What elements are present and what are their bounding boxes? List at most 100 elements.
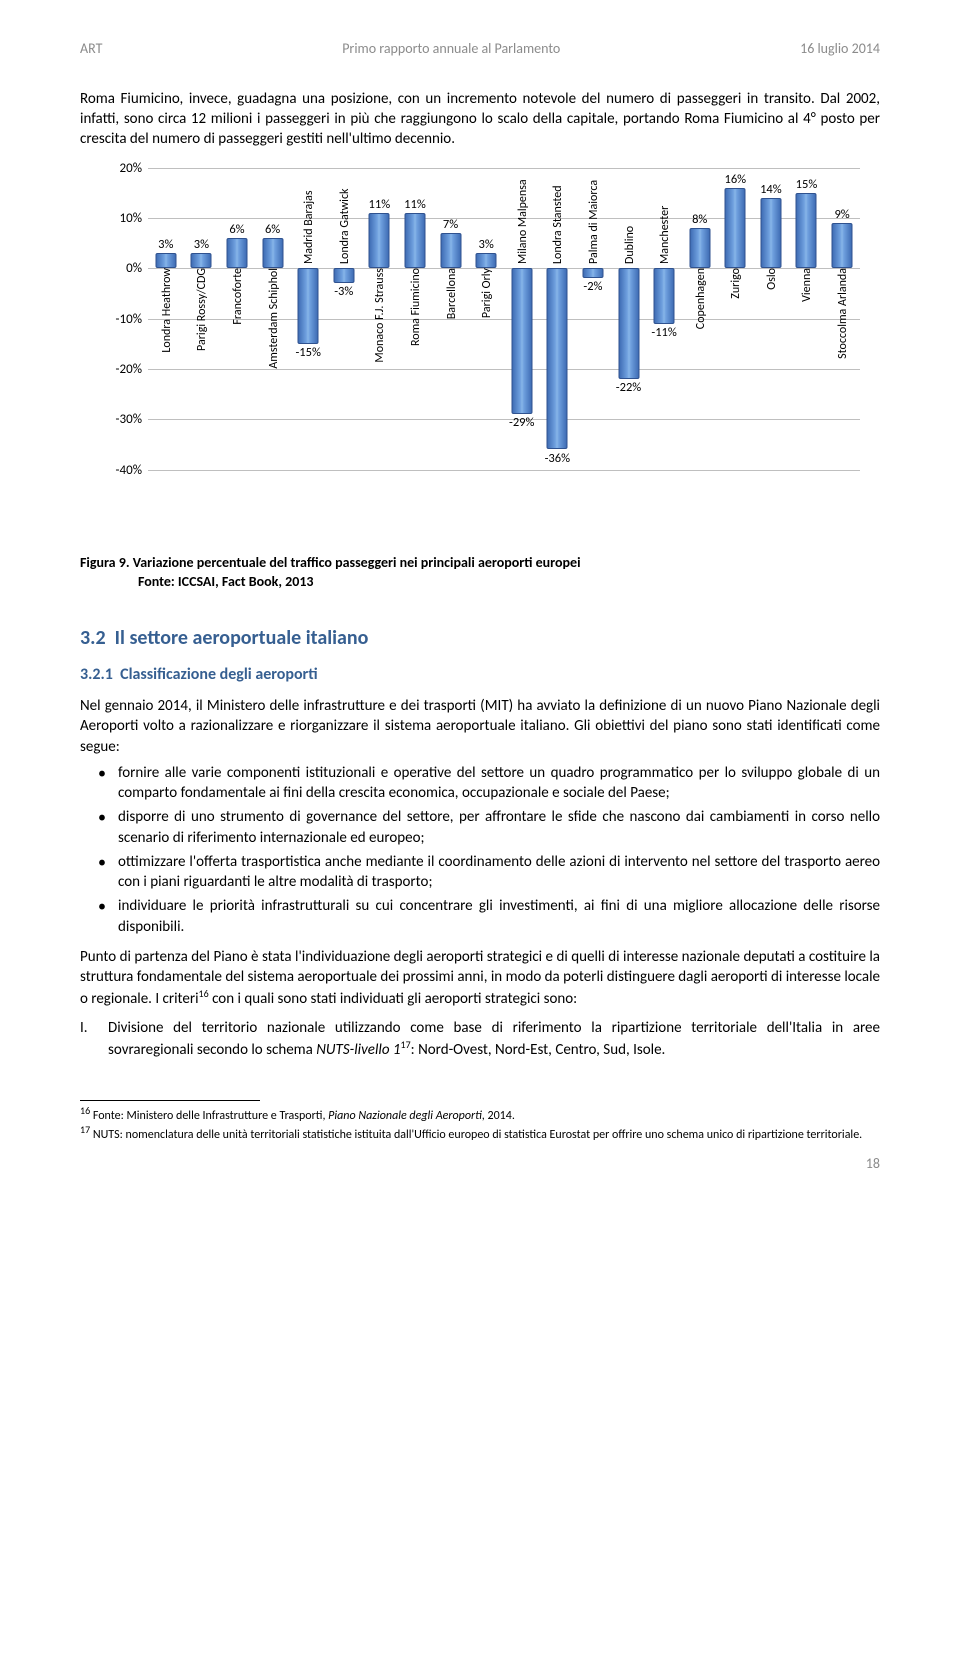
bar — [796, 193, 817, 269]
bar-slot: 9% Stoccolma Arlanda — [824, 168, 860, 470]
y-tick-label: 10% — [120, 210, 148, 228]
bar-value-label: 6% — [265, 222, 280, 239]
bar — [333, 268, 354, 283]
y-tick-label: 0% — [126, 261, 148, 279]
y-tick-label: -40% — [116, 462, 148, 480]
subsection-number: 3.2.1 — [80, 665, 113, 684]
footnote-separator — [80, 1100, 260, 1101]
objectives-list: fornire alle varie componenti istituzion… — [80, 763, 880, 937]
x-tick-label: Stoccolma Arlanda — [833, 268, 851, 359]
bar-value-label: 14% — [760, 182, 782, 199]
page-header: ART Primo rapporto annuale al Parlamento… — [80, 40, 880, 59]
bars-row: 3%Londra Heathrow3%Parigi Rossy/CDG6%Fra… — [148, 168, 860, 470]
bar — [369, 213, 390, 268]
objective-item: ottimizzare l'offerta trasportistica anc… — [106, 852, 880, 893]
bar-slot: 14% Oslo — [753, 168, 789, 470]
bar-slot: -29% Milano Malpensa — [504, 168, 540, 470]
x-tick-label: Barcellona — [441, 268, 459, 319]
gridline: -40% — [148, 470, 860, 471]
bar-slot: -36%Londra Stansted — [540, 168, 576, 470]
bar-value-label: -22% — [616, 380, 641, 397]
bar-value-label: 3% — [194, 237, 209, 254]
bar — [618, 268, 639, 379]
piano-paragraph: Punto di partenza del Piano è stata l'in… — [80, 947, 880, 1010]
x-tick-label: Parigi Rossy/CDG — [192, 268, 210, 351]
bar — [155, 253, 176, 268]
caption-title: Variazione percentuale del traffico pass… — [133, 554, 581, 571]
bar — [262, 238, 283, 268]
caption-prefix: Figura 9. — [80, 554, 133, 571]
bar-value-label: 9% — [834, 207, 849, 224]
bar-slot: 6%Amsterdam Schiphol — [255, 168, 291, 470]
bar-value-label: -29% — [509, 415, 534, 432]
bar-slot: 16%Zurigo — [718, 168, 754, 470]
bar — [547, 268, 568, 449]
y-tick-label: 20% — [120, 160, 148, 178]
bar-slot: 3%Parigi Orly — [468, 168, 504, 470]
bar-slot: -22%Dublino — [611, 168, 647, 470]
x-tick-label: Londra Heathrow — [157, 268, 175, 353]
bar — [832, 223, 853, 268]
bar-value-label: 11% — [369, 197, 391, 214]
piano-post: con i quali sono stati individuati gli a… — [209, 990, 578, 1008]
subsection-title: Classificazione degli aeroporti — [120, 665, 318, 684]
bar-value-label: 7% — [443, 217, 458, 234]
criterion-number: I. — [80, 1018, 108, 1061]
x-tick-label: Londra Gatwick — [335, 189, 353, 264]
criterion-item: I. Divisione del territorio nazionale ut… — [80, 1018, 880, 1061]
bar — [689, 228, 710, 268]
bar-value-label: 15% — [796, 177, 818, 194]
y-tick-label: -10% — [116, 311, 148, 329]
header-center: Primo rapporto annuale al Parlamento — [342, 40, 560, 59]
bar-slot: 8% Copenhagen — [682, 168, 718, 470]
x-tick-label: Roma Fiumicino — [406, 268, 424, 346]
x-tick-label: Manchester — [655, 206, 673, 264]
objective-item: fornire alle varie componenti istituzion… — [106, 763, 880, 804]
section-number: 3.2 — [80, 626, 106, 650]
bar-slot: 11%Monaco F.J. Strauss — [362, 168, 398, 470]
bar-slot: -15% Madrid Barajas — [290, 168, 326, 470]
bar-value-label: 16% — [724, 172, 746, 189]
x-tick-label: Palma di Maiorca — [584, 180, 602, 264]
bar — [760, 198, 781, 268]
criterion-text: Divisione del territorio nazionale utili… — [108, 1018, 880, 1061]
footnote-17: 17 NUTS: nomenclatura delle unità territ… — [80, 1124, 880, 1143]
bar-value-label: 6% — [229, 222, 244, 239]
bar — [440, 233, 461, 268]
bar — [191, 253, 212, 268]
x-tick-label: Madrid Barajas — [299, 191, 317, 265]
bar-value-label: -11% — [651, 325, 676, 342]
bar — [511, 268, 532, 414]
section-heading: 3.2 Il settore aeroportuale italiano — [80, 625, 880, 652]
bar — [298, 268, 319, 344]
intro-paragraph: Roma Fiumicino, invece, guadagna una pos… — [80, 89, 880, 150]
bar-value-label: 11% — [404, 197, 426, 214]
bar-slot: 3%Londra Heathrow — [148, 168, 184, 470]
bar-value-label: -15% — [295, 345, 320, 362]
bar — [725, 188, 746, 269]
x-tick-label: Milano Malpensa — [513, 180, 531, 265]
bar-slot: -2%Palma di Maiorca — [575, 168, 611, 470]
footnote-ref-17: 17 — [401, 1038, 411, 1051]
bar — [404, 213, 425, 268]
objective-item: disporre di uno strumento di governance … — [106, 807, 880, 848]
bar — [476, 253, 497, 268]
bar-slot: 15%Vienna — [789, 168, 825, 470]
header-left: ART — [80, 40, 102, 59]
bar-value-label: -36% — [545, 451, 570, 468]
bar-value-label: -3% — [334, 284, 353, 301]
bar-slot: -11% Manchester — [646, 168, 682, 470]
bar-value-label: 3% — [479, 237, 494, 254]
x-tick-label: Copenhagen — [691, 268, 709, 329]
bar-chart: 20%10%0%-10%-20%-30%-40%3%Londra Heathro… — [100, 168, 860, 528]
bar — [582, 268, 603, 278]
caption-source: Fonte: ICCSAI, Fact Book, 2013 — [80, 573, 880, 592]
x-tick-label: Oslo — [762, 268, 780, 290]
bar-slot: 11% Roma Fiumicino — [397, 168, 433, 470]
bar-slot: 7% Barcellona — [433, 168, 469, 470]
bar-value-label: 8% — [692, 212, 707, 229]
objective-item: individuare le priorità infrastrutturali… — [106, 896, 880, 937]
footnote-16: 16 Fonte: Ministero delle Infrastrutture… — [80, 1105, 880, 1124]
bar — [654, 268, 675, 323]
figure-caption: Figura 9. Variazione percentuale del tra… — [80, 554, 880, 592]
